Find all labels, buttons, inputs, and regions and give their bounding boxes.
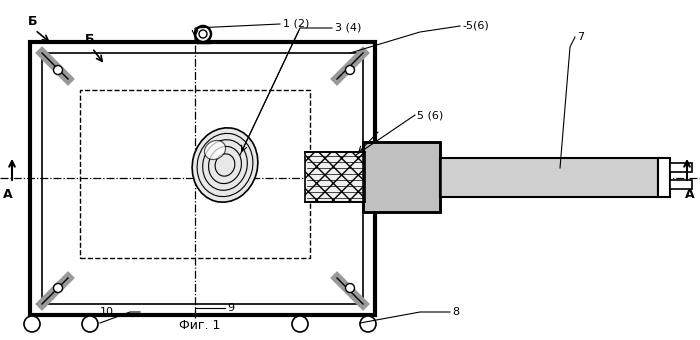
Text: 1 (2): 1 (2) bbox=[283, 19, 309, 29]
Text: 5 (6): 5 (6) bbox=[417, 110, 443, 120]
Bar bbox=[670, 163, 692, 172]
Text: А: А bbox=[685, 188, 695, 201]
Circle shape bbox=[53, 66, 62, 74]
Circle shape bbox=[195, 26, 211, 42]
Bar bbox=[363, 142, 440, 212]
Bar bbox=[440, 158, 658, 197]
Text: Б: Б bbox=[85, 33, 94, 46]
Text: 9: 9 bbox=[227, 303, 234, 313]
Bar bbox=[363, 142, 440, 212]
Circle shape bbox=[360, 316, 376, 332]
Bar bbox=[42, 53, 363, 304]
Circle shape bbox=[346, 66, 354, 74]
Circle shape bbox=[346, 284, 354, 292]
Text: 10: 10 bbox=[100, 307, 114, 317]
Circle shape bbox=[292, 316, 308, 332]
Circle shape bbox=[82, 316, 98, 332]
Ellipse shape bbox=[192, 128, 258, 202]
Bar bbox=[80, 90, 310, 258]
Circle shape bbox=[53, 284, 62, 292]
Circle shape bbox=[24, 316, 40, 332]
Bar bbox=[30, 42, 375, 315]
Text: 3 (4): 3 (4) bbox=[335, 23, 361, 33]
Bar bbox=[305, 152, 365, 202]
Bar bbox=[670, 180, 692, 189]
Bar bbox=[658, 158, 670, 197]
Text: 8: 8 bbox=[452, 307, 459, 317]
Text: А: А bbox=[4, 188, 13, 201]
Text: Фиг. 1: Фиг. 1 bbox=[179, 319, 220, 332]
Text: Б: Б bbox=[28, 15, 38, 28]
Text: -5(6): -5(6) bbox=[462, 21, 489, 31]
Ellipse shape bbox=[204, 140, 225, 159]
Text: 7: 7 bbox=[577, 32, 584, 42]
Circle shape bbox=[199, 30, 207, 38]
